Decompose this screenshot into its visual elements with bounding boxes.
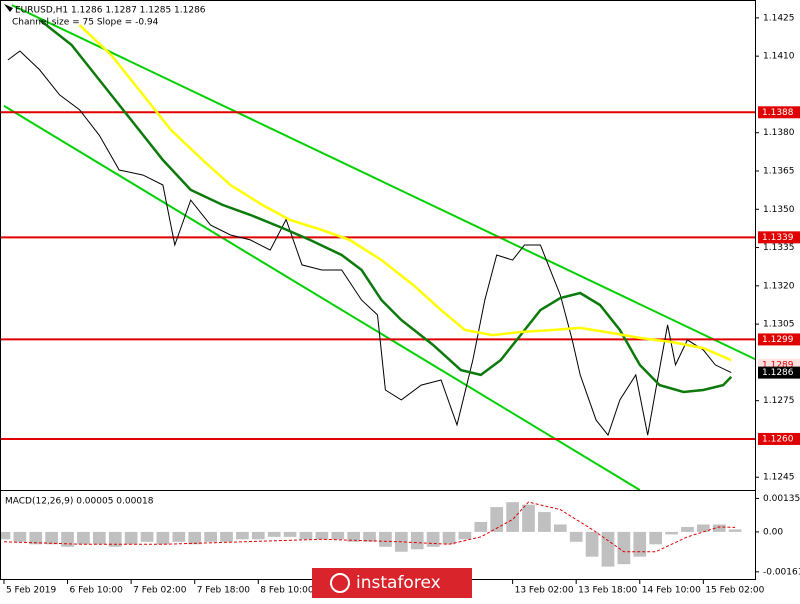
y-tick-label: 0.00135 [763, 494, 800, 504]
macd-bar [681, 526, 694, 532]
macd-bar [0, 531, 11, 540]
level-label-box [758, 106, 800, 119]
plot-area [0, 4, 756, 567]
macd-bar [108, 531, 122, 547]
channel-line [11, 4, 756, 361]
macd-bar [474, 521, 488, 532]
macd-bar [315, 531, 329, 540]
macd-bar [92, 531, 106, 545]
macd-bar [649, 531, 663, 545]
macd-bar [251, 531, 265, 540]
y-tick-label: 1.1410 [763, 52, 795, 62]
macd-bar [585, 531, 599, 557]
x-tick-label: 8 Feb 10:00 [260, 586, 314, 596]
price-marker-box [758, 366, 800, 379]
y-tick-label: 0.00 [763, 527, 783, 537]
symbol-icon [4, 4, 13, 12]
y-tick-label: 1.1275 [763, 396, 795, 406]
x-tick-label: 13 Feb 02:00 [515, 586, 574, 596]
macd-bar [331, 531, 345, 540]
y-tick-label: 1.1335 [763, 243, 795, 253]
x-tick-label: 5 Feb 2019 [6, 586, 57, 596]
macd-bar [363, 531, 376, 542]
macd-bar [236, 531, 249, 540]
level-label-box [758, 432, 800, 445]
macd-bar [379, 531, 392, 547]
y-tick-label: 1.1305 [763, 320, 795, 330]
macd-bar [188, 531, 202, 545]
level-label: 1.1388 [762, 108, 794, 118]
macd-bar [458, 531, 472, 540]
y-tick-label: 1.1380 [763, 128, 795, 138]
logo: instaforex [312, 568, 472, 598]
macd-bar [506, 502, 519, 532]
x-tick-label: 14 Feb 10:00 [642, 586, 701, 596]
logo-text: instaforex [356, 573, 441, 593]
macd-bar [77, 531, 90, 545]
macd-bar [569, 531, 583, 542]
macd-bar [633, 531, 647, 557]
price-line [78, 24, 732, 362]
macd-bar [490, 507, 504, 532]
y-tick-label: 1.1425 [763, 13, 795, 23]
x-tick-label: 15 Feb 02:00 [705, 586, 764, 596]
y-tick-label: 1.1320 [763, 281, 795, 291]
macd-bar [29, 531, 43, 545]
chart-subtitle: Channel size = 75 Slope = -0.94 [12, 18, 159, 28]
x-tick-label: 7 Feb 02:00 [133, 586, 187, 596]
macd-bar [426, 531, 440, 547]
macd-bar [124, 531, 138, 545]
macd-bar [696, 524, 710, 532]
macd-bar [347, 531, 361, 542]
price-marker-label: 1.1286 [762, 368, 794, 378]
macd-bar [442, 531, 456, 545]
macd-bar [283, 531, 297, 537]
macd-bar [712, 524, 726, 532]
macd-bar [45, 531, 59, 545]
macd-bar [61, 531, 74, 547]
logo-box [312, 568, 472, 598]
macd-bar [220, 531, 233, 542]
macd-bar [601, 531, 615, 567]
y-tick-label: 1.1350 [763, 205, 795, 215]
level-label: 1.1339 [762, 233, 794, 243]
macd-bar [172, 531, 186, 542]
macd-bar [13, 531, 27, 542]
macd-title: MACD(12,26,9) 0.00005 0.00018 [5, 497, 154, 507]
macd-bar [267, 531, 281, 537]
macd-bar [410, 531, 424, 550]
logo-icon [330, 573, 350, 593]
x-tick-label: 6 Feb 10:00 [70, 586, 124, 596]
price-line [7, 50, 732, 437]
price-marker-label: 1.1289 [762, 360, 794, 370]
macd-bar [617, 531, 631, 565]
level-label-box [758, 333, 800, 346]
macd-bar [728, 529, 742, 532]
y-tick-label: -0.00161 [763, 567, 800, 577]
macd-bar [522, 504, 535, 532]
macd-bar [553, 524, 567, 532]
chart-title: EURUSD,H1 1.1286 1.1287 1.1285 1.1286 [15, 6, 206, 16]
y-tick-label: 1.1245 [763, 473, 795, 483]
level-label-box [758, 231, 800, 244]
signal-line [3, 501, 736, 553]
level-label: 1.1299 [762, 335, 794, 345]
macd-bar [299, 531, 313, 540]
x-tick-label: 13 Feb 18:00 [578, 586, 637, 596]
channel-line [3, 105, 641, 491]
y-tick-label: 1.1365 [763, 166, 795, 176]
level-label: 1.1260 [762, 434, 794, 444]
price-line [38, 18, 733, 394]
macd-bar [156, 531, 170, 545]
macd-bar [665, 531, 678, 535]
macd-bar [140, 531, 154, 542]
macd-bar [204, 531, 217, 542]
macd-bar [538, 512, 551, 532]
x-tick-label: 7 Feb 18:00 [197, 586, 251, 596]
